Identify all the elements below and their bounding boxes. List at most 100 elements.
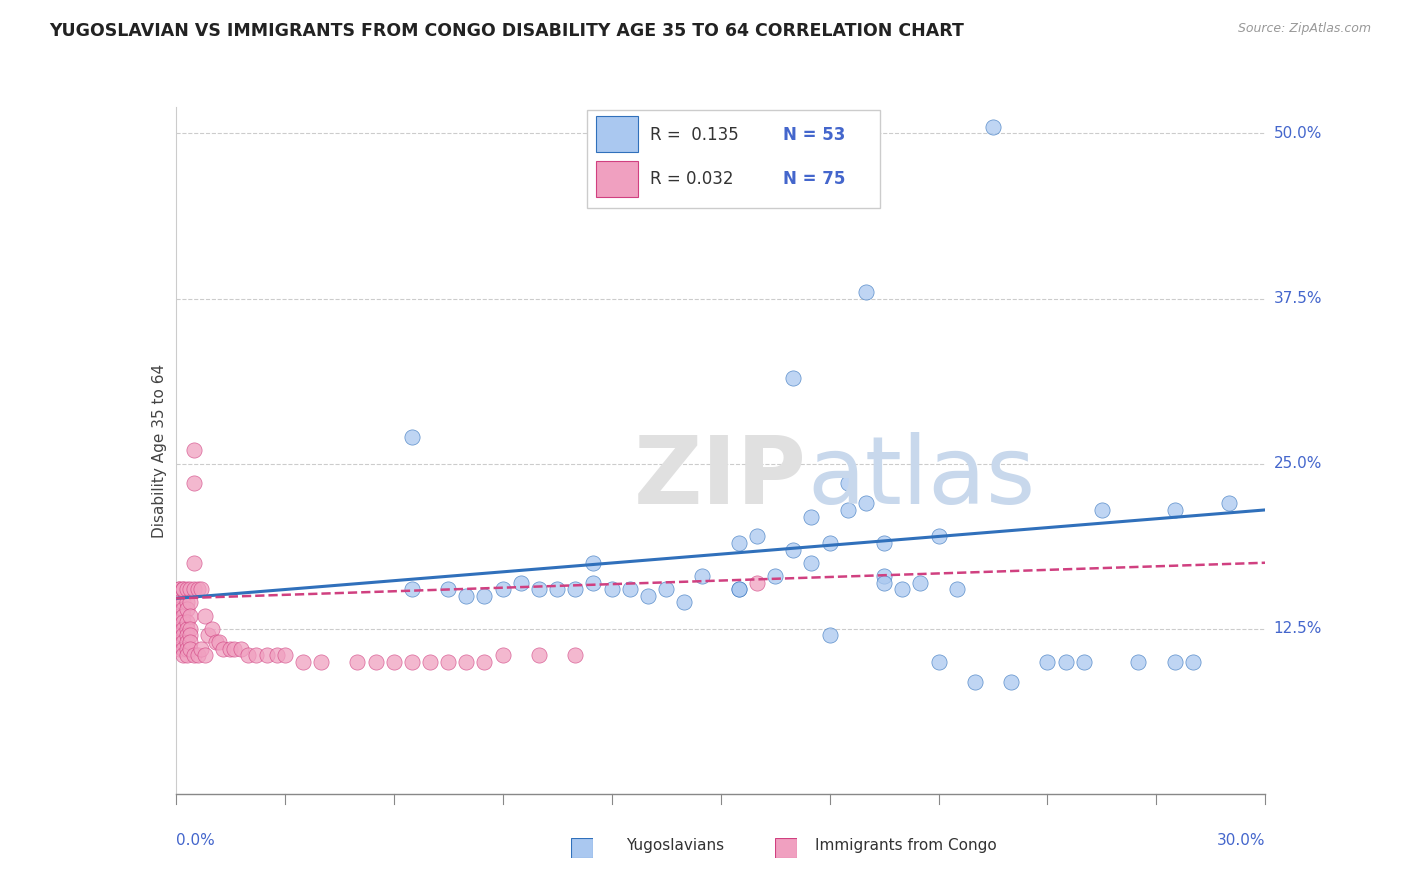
Point <box>564 582 586 596</box>
Point <box>782 542 804 557</box>
Point <box>527 582 550 596</box>
Point <box>169 608 191 623</box>
Point <box>382 655 405 669</box>
Point <box>1091 503 1114 517</box>
Point <box>238 648 260 663</box>
Text: Yugoslavians: Yugoslavians <box>626 838 724 853</box>
Point <box>582 556 605 570</box>
Point <box>219 641 242 656</box>
Point <box>873 575 896 590</box>
Point <box>1163 503 1185 517</box>
Point <box>186 582 209 596</box>
Point <box>172 582 194 596</box>
Point <box>176 582 198 596</box>
Point <box>456 655 478 669</box>
Point <box>401 655 423 669</box>
Text: Immigrants from Congo: Immigrants from Congo <box>815 838 997 853</box>
Point <box>256 648 278 663</box>
Point <box>179 622 201 636</box>
Point <box>186 648 209 663</box>
Point <box>401 430 423 444</box>
Point <box>172 608 194 623</box>
Point <box>837 503 859 517</box>
Point <box>169 582 191 596</box>
Point <box>309 655 332 669</box>
Point <box>169 615 191 630</box>
Bar <box>596 116 638 153</box>
Point <box>179 635 201 649</box>
Point <box>928 655 950 669</box>
Point <box>231 641 253 656</box>
Point <box>437 582 460 596</box>
Point <box>190 641 212 656</box>
Y-axis label: Disability Age 35 to 64: Disability Age 35 to 64 <box>152 363 167 538</box>
Point <box>1073 655 1095 669</box>
Point <box>364 655 387 669</box>
Point <box>727 536 749 550</box>
Point <box>855 285 877 299</box>
Point <box>818 628 841 642</box>
Point <box>176 648 198 663</box>
Text: 50.0%: 50.0% <box>1274 126 1322 141</box>
Text: ZIP: ZIP <box>633 432 806 524</box>
Text: 37.5%: 37.5% <box>1274 291 1322 306</box>
Point <box>291 655 314 669</box>
Point <box>176 635 198 649</box>
Point <box>492 648 515 663</box>
Point <box>266 648 288 663</box>
Text: Source: ZipAtlas.com: Source: ZipAtlas.com <box>1237 22 1371 36</box>
Point <box>655 582 678 596</box>
Point <box>963 674 986 689</box>
Point <box>692 569 714 583</box>
Text: YUGOSLAVIAN VS IMMIGRANTS FROM CONGO DISABILITY AGE 35 TO 64 CORRELATION CHART: YUGOSLAVIAN VS IMMIGRANTS FROM CONGO DIS… <box>49 22 965 40</box>
Point <box>474 655 496 669</box>
Point <box>183 476 205 491</box>
Point <box>401 582 423 596</box>
Point <box>169 582 191 596</box>
Point <box>183 556 205 570</box>
Point <box>1181 655 1204 669</box>
Point <box>169 602 191 616</box>
Point <box>1128 655 1150 669</box>
Point <box>763 569 786 583</box>
Point <box>176 602 198 616</box>
Point <box>172 622 194 636</box>
Point <box>492 582 515 596</box>
Point <box>818 536 841 550</box>
Point <box>176 641 198 656</box>
Point <box>800 556 823 570</box>
Point <box>176 622 198 636</box>
Point <box>745 575 768 590</box>
Text: atlas: atlas <box>807 432 1036 524</box>
Point <box>183 443 205 458</box>
Point <box>891 582 914 596</box>
Point <box>169 628 191 642</box>
Point <box>437 655 460 669</box>
Point <box>346 655 368 669</box>
Point <box>1218 496 1240 510</box>
Point <box>855 496 877 510</box>
Point <box>176 595 198 609</box>
Point <box>873 536 896 550</box>
Text: 25.0%: 25.0% <box>1274 456 1322 471</box>
Point <box>673 595 696 609</box>
Point <box>172 641 194 656</box>
Bar <box>596 161 638 197</box>
Point <box>179 608 201 623</box>
Point <box>582 575 605 590</box>
Point <box>419 655 441 669</box>
Point <box>169 595 191 609</box>
Text: N = 53: N = 53 <box>783 126 845 144</box>
Point <box>172 582 194 596</box>
Point <box>727 582 749 596</box>
Point <box>179 595 201 609</box>
Point <box>1054 655 1077 669</box>
Point <box>179 582 201 596</box>
Point <box>179 641 201 656</box>
Point <box>837 476 859 491</box>
Point <box>945 582 967 596</box>
Point <box>782 371 804 385</box>
Point <box>172 595 194 609</box>
Point <box>245 648 267 663</box>
Point <box>637 589 659 603</box>
